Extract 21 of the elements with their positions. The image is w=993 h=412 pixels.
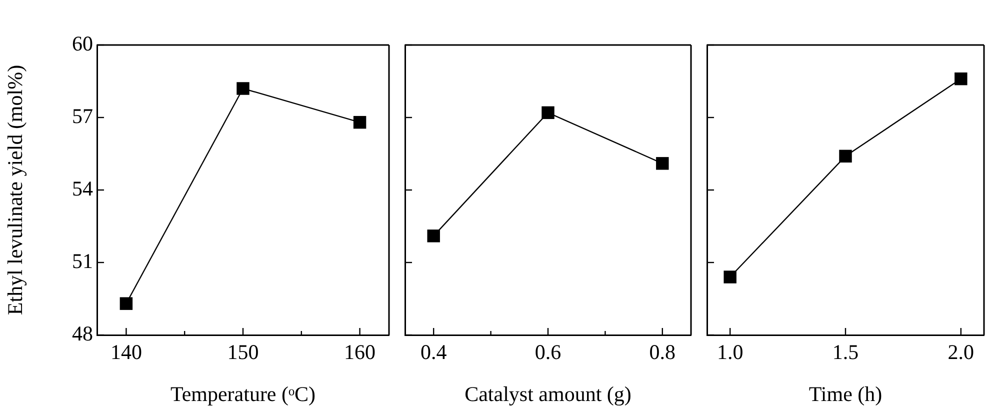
x-axis-title: Time (h) [808, 382, 882, 406]
y-tick-label: 48 [72, 322, 93, 346]
y-tick-label: 51 [72, 249, 93, 274]
point [120, 297, 133, 310]
x-tick-label: 1.5 [832, 340, 859, 364]
x-tick-label: 1.0 [716, 340, 744, 364]
x-tick-label: 140 [110, 340, 142, 364]
point [236, 82, 250, 95]
y-tick-label: 60 [72, 32, 93, 56]
y-tick-label: 57 [72, 104, 93, 128]
point [353, 116, 366, 129]
x-axis-title: Temperature (ᵒC) [170, 382, 316, 406]
x-tick-label: 150 [227, 340, 259, 364]
x-tick-label: 0.8 [649, 340, 676, 364]
y-axis-title: Ethyl levulinate yield (mol%) [3, 64, 28, 316]
y-tick-label: 54 [72, 176, 94, 201]
x-tick-label: 2.0 [948, 340, 974, 364]
x-tick-label: 160 [344, 340, 376, 364]
x-tick-label: 0.4 [420, 340, 448, 364]
x-axis-title: Catalyst amount (g) [464, 382, 632, 406]
x-tick-label: 0.6 [534, 340, 562, 364]
